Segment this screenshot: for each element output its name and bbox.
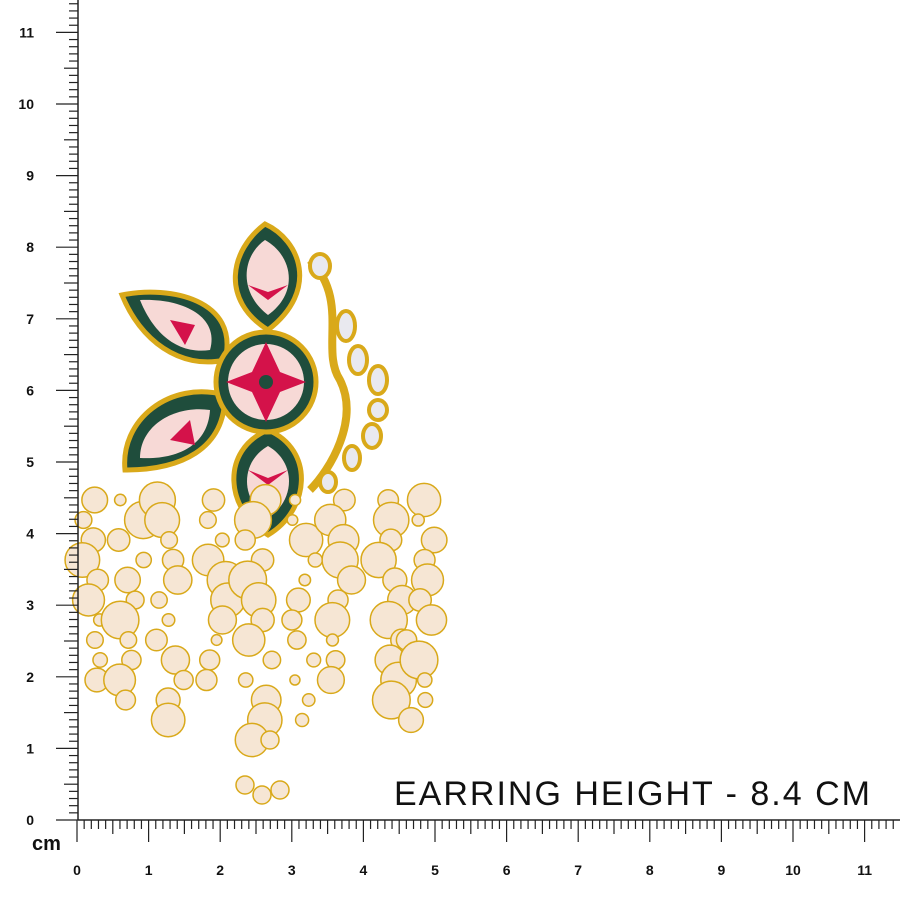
x-ruler-label: 1 [145,862,153,878]
pearl [173,669,194,691]
x-ruler-label: 6 [503,862,511,878]
y-ruler-label: 1 [26,740,34,756]
x-ruler-label: 11 [857,862,872,878]
pearl [289,674,301,686]
x-ruler-label: 5 [431,862,439,878]
y-ruler-label: 3 [26,597,34,613]
pearl [81,486,109,514]
pearl [332,488,356,512]
y-ruler-label: 9 [26,168,34,184]
pearl [235,775,255,795]
pearl [281,609,303,631]
pearl [119,630,138,650]
y-ruler-label: 4 [26,526,34,542]
x-ruler-label: 10 [785,862,801,878]
pearl [150,702,186,738]
pearl [314,601,351,639]
y-ruler-label: 8 [26,239,34,255]
pearl [336,565,367,595]
y-ruler-label: 6 [26,382,34,398]
x-ruler-label: 8 [646,862,654,878]
pearl [306,652,322,668]
pearl [114,566,142,594]
pearl [325,633,340,647]
pearl [198,510,217,530]
pearl [371,680,411,720]
pearl [198,649,221,671]
y-ruler-label: 0 [26,812,34,828]
pearl [397,706,425,734]
pearl [411,513,426,527]
pearl [144,501,181,539]
unit-label: cm [32,833,61,855]
pearl [162,565,193,595]
pearl [285,587,311,613]
pearl [287,630,307,650]
pearl [201,488,226,512]
pearl [237,672,254,688]
pearl [298,573,312,587]
x-ruler-label: 2 [216,862,224,878]
pearl [288,522,324,558]
pearl [260,730,280,750]
x-ruler-label: 9 [718,862,726,878]
y-ruler-label: 5 [26,454,34,470]
pearl [301,693,316,707]
pearl [195,668,218,692]
pearl [262,650,282,670]
y-ruler-label: 2 [26,669,34,685]
pearl [207,605,238,635]
pearl [360,541,397,579]
pearl [210,633,223,647]
pearl [106,528,131,552]
pearl [415,604,448,636]
pearl [74,510,93,530]
pearl [286,513,299,527]
pearl [113,493,127,507]
y-ruler-label: 11 [19,24,34,40]
pearl [71,583,106,617]
pearl [417,691,434,709]
pearl [214,532,230,548]
x-ruler-label: 4 [360,862,368,878]
pearl [231,623,266,657]
pearl [64,541,101,579]
pearl [420,526,448,554]
y-ruler-label: 7 [26,311,34,327]
pearl [150,591,168,609]
x-ruler-label: 3 [288,862,296,878]
pearl [160,530,179,550]
pearl [307,552,324,568]
pearl [252,785,272,805]
pearl [288,493,302,507]
pearl [234,529,256,551]
pearl [316,665,346,695]
pearl [406,482,442,518]
earring [64,221,448,805]
pearl [270,780,290,800]
pearl [144,628,168,652]
pearl [135,551,153,569]
pearl [294,712,310,728]
y-ruler-label: 10 [18,96,34,112]
pearl [161,612,176,628]
x-ruler-label: 0 [73,862,81,878]
x-ruler-label: 7 [574,862,582,878]
pearl [114,689,137,711]
pearl [85,630,104,650]
caption: EARRING HEIGHT - 8.4 CM [394,775,872,813]
pearl [92,652,109,668]
pearl [416,672,433,688]
pearl [399,640,439,680]
